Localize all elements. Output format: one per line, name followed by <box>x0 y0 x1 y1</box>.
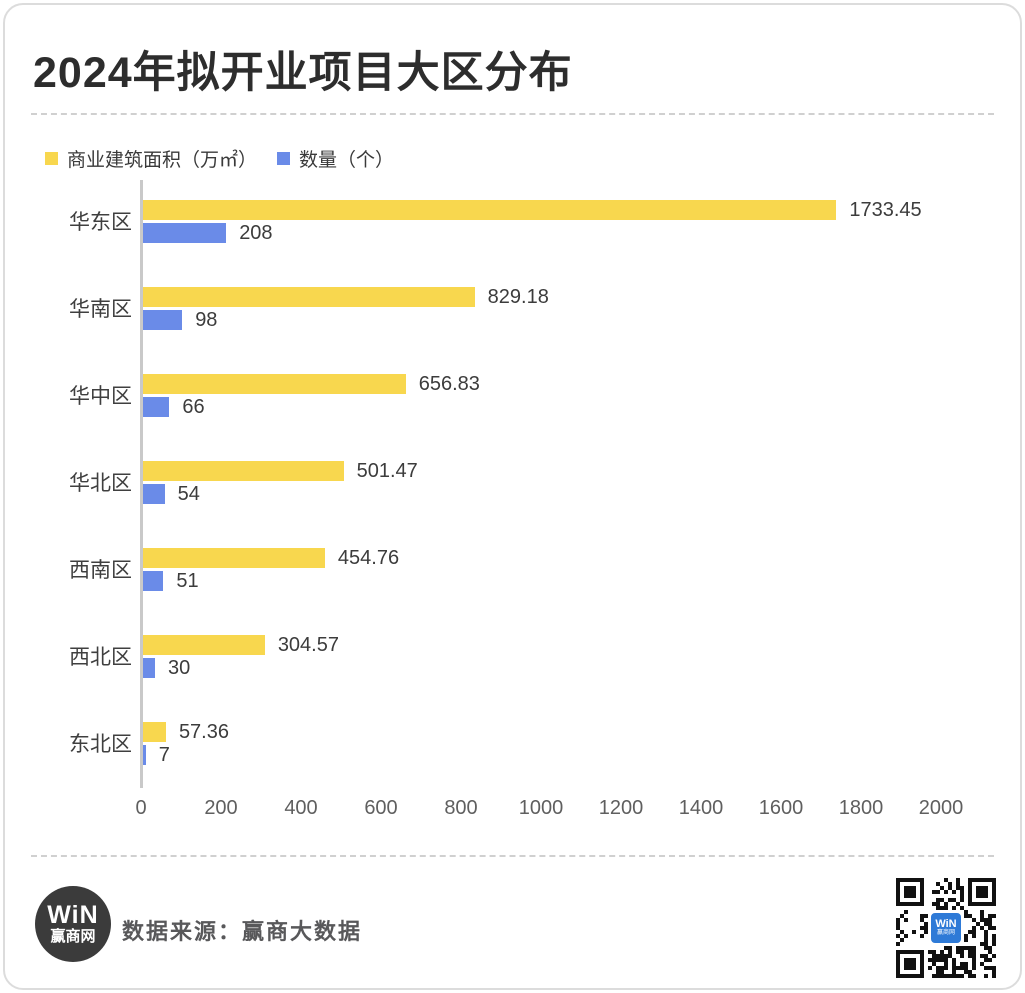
x-tick-label: 0 <box>135 797 147 819</box>
chart-row-西北区: 西北区 304.57 30 <box>0 635 1025 681</box>
area-bar <box>143 722 166 742</box>
logo-win-text: WiN <box>47 901 99 929</box>
qr-badge-win-text: WiN <box>935 918 957 930</box>
divider-bottom <box>31 855 994 857</box>
count-bar <box>143 397 170 417</box>
count-value-label: 54 <box>177 483 200 505</box>
category-label: 西南区 <box>69 558 132 582</box>
card-frame <box>3 3 1022 990</box>
category-label: 东北区 <box>69 732 132 756</box>
qr-pattern <box>896 878 996 978</box>
chart-legend: 商业建筑面积（万㎡） 数量（个） <box>45 145 394 172</box>
x-tick-label: 1600 <box>758 797 804 819</box>
count-bar <box>143 571 164 591</box>
data-source-label: 数据来源：赢商大数据 <box>122 919 363 944</box>
area-value-label: 304.57 <box>277 634 339 656</box>
category-label: 华东区 <box>69 210 132 234</box>
x-tick-label: 1000 <box>518 797 564 819</box>
x-tick-label: 1800 <box>838 797 884 819</box>
count-value-label: 30 <box>168 657 191 679</box>
count-value-label: 66 <box>182 396 205 418</box>
legend-swatch-count <box>277 152 291 165</box>
area-value-label: 1733.45 <box>849 199 922 221</box>
count-bar <box>143 658 155 678</box>
area-value-label: 829.18 <box>487 286 549 308</box>
count-value-label: 7 <box>158 744 170 766</box>
legend-swatch-area <box>45 152 58 165</box>
category-label: 西北区 <box>69 645 132 669</box>
area-bar <box>143 548 325 568</box>
count-bar <box>143 745 146 765</box>
x-tick-label: 200 <box>204 797 238 819</box>
area-bar <box>143 287 475 307</box>
chart-row-华中区: 华中区 656.83 66 <box>0 374 1025 420</box>
legend-item-area: 商业建筑面积（万㎡） <box>45 145 257 172</box>
x-tick-label: 600 <box>364 797 398 819</box>
count-bar <box>143 310 183 330</box>
x-tick-label: 800 <box>444 797 478 819</box>
legend-item-count: 数量（个） <box>277 145 394 172</box>
chart-row-华东区: 华东区 1733.45 208 <box>0 200 1025 246</box>
category-label: 华北区 <box>69 471 132 495</box>
category-label: 华南区 <box>69 297 132 321</box>
y-axis-line <box>140 180 143 788</box>
winshang-logo: WiN 赢商网 <box>35 886 111 962</box>
bar-chart: 华东区 1733.45 208 华南区 829.18 98 华中区 656.83 66 华北区 50… <box>0 180 1025 840</box>
chart-row-华南区: 华南区 829.18 98 <box>0 287 1025 333</box>
count-value-label: 208 <box>239 222 273 244</box>
x-tick-label: 400 <box>284 797 318 819</box>
area-bar <box>143 461 344 481</box>
legend-label-count: 数量（个） <box>299 150 395 171</box>
chart-row-东北区: 东北区 57.36 7 <box>0 722 1025 768</box>
area-bar <box>143 635 265 655</box>
count-value-label: 98 <box>195 309 218 331</box>
area-value-label: 454.76 <box>337 547 400 569</box>
count-bar <box>143 223 227 243</box>
divider-top <box>31 113 994 115</box>
category-label: 华中区 <box>69 384 132 408</box>
x-tick-label: 1200 <box>598 797 644 819</box>
area-bar <box>143 200 837 220</box>
qr-center-badge: WiN 赢商网 <box>929 911 963 945</box>
chart-row-西南区: 西南区 454.76 51 <box>0 548 1025 594</box>
area-bar <box>143 374 406 394</box>
logo-cn-text: 赢商网 <box>50 928 96 945</box>
x-tick-label: 1400 <box>678 797 724 819</box>
count-bar <box>143 484 165 504</box>
count-value-label: 51 <box>176 570 199 592</box>
qr-code: WiN 赢商网 <box>892 874 1000 982</box>
page-title: 2024年拟开业项目大区分布 <box>33 49 573 97</box>
area-value-label: 501.47 <box>356 460 418 482</box>
area-value-label: 656.83 <box>418 373 480 395</box>
qr-badge-cn-text: 赢商网 <box>936 930 955 936</box>
chart-row-华北区: 华北区 501.47 54 <box>0 461 1025 507</box>
x-tick-label: 2000 <box>918 797 964 819</box>
area-value-label: 57.36 <box>178 721 229 743</box>
legend-label-area: 商业建筑面积（万㎡） <box>67 150 258 171</box>
